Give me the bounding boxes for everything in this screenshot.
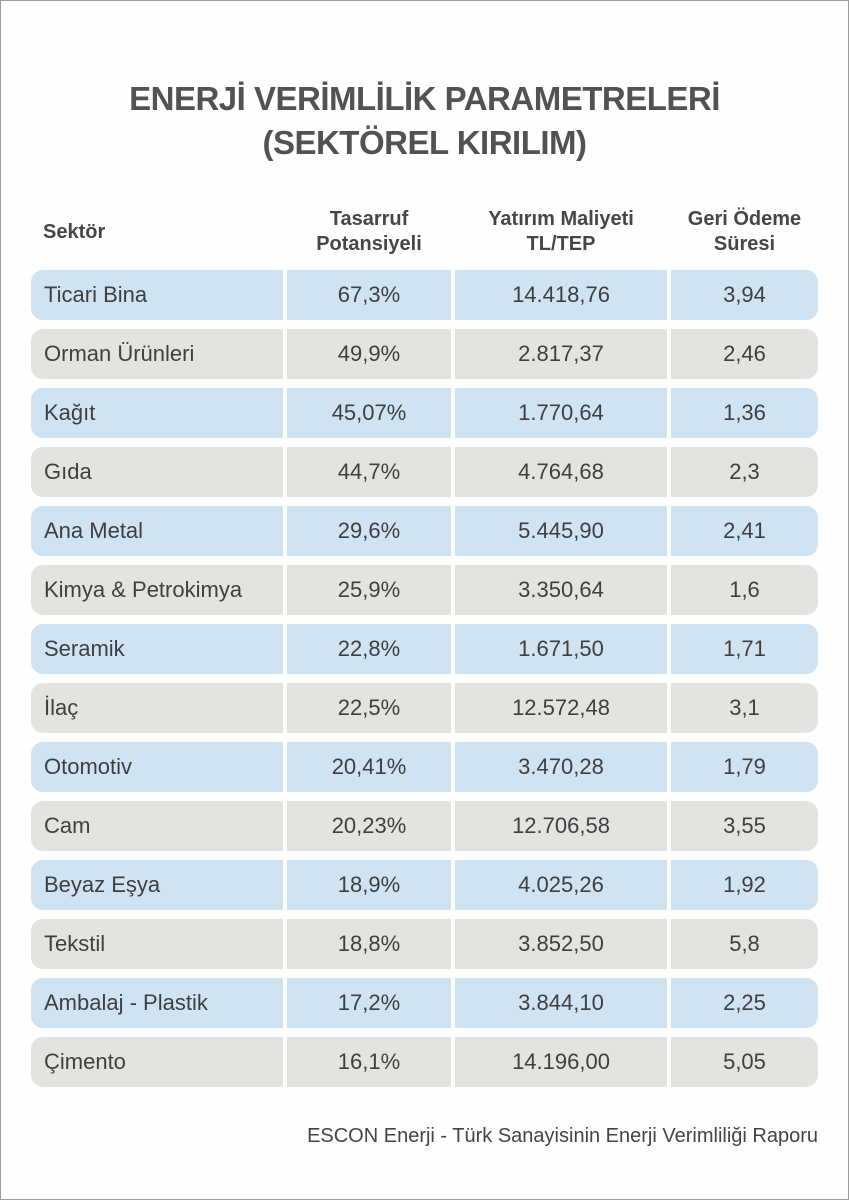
cell-cost: 14.418,76 (455, 270, 667, 320)
cell-payback: 1,92 (671, 860, 818, 910)
cell-cost: 1.671,50 (455, 624, 667, 674)
table-row: Kağıt 45,07% 1.770,64 1,36 (31, 388, 818, 438)
cell-cost: 14.196,00 (455, 1037, 667, 1087)
cell-payback: 2,25 (671, 978, 818, 1028)
cell-payback: 2,3 (671, 447, 818, 497)
table-row: Ticari Bina 67,3% 14.418,76 3,94 (31, 270, 818, 320)
cell-cost: 5.445,90 (455, 506, 667, 556)
cell-saving: 18,8% (287, 919, 451, 969)
cell-saving: 22,8% (287, 624, 451, 674)
cell-saving: 29,6% (287, 506, 451, 556)
cell-sector: Seramik (31, 624, 283, 674)
cell-saving: 49,9% (287, 329, 451, 379)
cell-sector: Ana Metal (31, 506, 283, 556)
table-row: Çimento 16,1% 14.196,00 5,05 (31, 1037, 818, 1087)
cell-payback: 5,8 (671, 919, 818, 969)
table-body: Ticari Bina 67,3% 14.418,76 3,94 Orman Ürünl… (31, 270, 818, 1087)
cell-saving: 25,9% (287, 565, 451, 615)
cell-saving: 20,41% (287, 742, 451, 792)
cell-saving: 45,07% (287, 388, 451, 438)
table-row: Otomotiv 20,41% 3.470,28 1,79 (31, 742, 818, 792)
cell-saving: 20,23% (287, 801, 451, 851)
column-header-payback: Geri Ödeme Süresi (687, 208, 802, 255)
cell-payback: 1,71 (671, 624, 818, 674)
cell-sector: Tekstil (31, 919, 283, 969)
cell-sector: Ambalaj - Plastik (31, 978, 283, 1028)
table-row: Kimya & Petrokimya 25,9% 3.350,64 1,6 (31, 565, 818, 615)
cell-cost: 1.770,64 (455, 388, 667, 438)
table-row: Seramik 22,8% 1.671,50 1,71 (31, 624, 818, 674)
cell-sector: Cam (31, 801, 283, 851)
table-row: Orman Ürünleri 49,9% 2.817,37 2,46 (31, 329, 818, 379)
cell-sector: Gıda (31, 447, 283, 497)
cell-payback: 3,55 (671, 801, 818, 851)
cell-sector: Kağıt (31, 388, 283, 438)
table-row: Ambalaj - Plastik 17,2% 3.844,10 2,25 (31, 978, 818, 1028)
cell-sector: İlaç (31, 683, 283, 733)
cell-sector: Beyaz Eşya (31, 860, 283, 910)
cell-payback: 3,94 (671, 270, 818, 320)
cell-saving: 16,1% (287, 1037, 451, 1087)
table-row: Beyaz Eşya 18,9% 4.025,26 1,92 (31, 860, 818, 910)
table-row: Ana Metal 29,6% 5.445,90 2,41 (31, 506, 818, 556)
table-row: İlaç 22,5% 12.572,48 3,1 (31, 683, 818, 733)
column-header-sector: Sektör (43, 220, 106, 243)
cell-saving: 44,7% (287, 447, 451, 497)
sector-table: Sektör Tasarruf Potansiyeli Yatırım Mali… (31, 203, 818, 1087)
cell-payback: 2,46 (671, 329, 818, 379)
cell-payback: 1,6 (671, 565, 818, 615)
page-title-line1: ENERJİ VERİMLİLİK PARAMETRELERİ (129, 80, 720, 117)
cell-payback: 3,1 (671, 683, 818, 733)
page-title: ENERJİ VERİMLİLİK PARAMETRELERİ (SEKTÖRE… (1, 77, 848, 165)
cell-saving: 17,2% (287, 978, 451, 1028)
cell-sector: Otomotiv (31, 742, 283, 792)
cell-saving: 67,3% (287, 270, 451, 320)
cell-cost: 3.844,10 (455, 978, 667, 1028)
cell-cost: 12.706,58 (455, 801, 667, 851)
cell-cost: 3.350,64 (455, 565, 667, 615)
table-header-row: Sektör Tasarruf Potansiyeli Yatırım Mali… (31, 203, 818, 261)
table-row: Cam 20,23% 12.706,58 3,55 (31, 801, 818, 851)
cell-cost: 3.470,28 (455, 742, 667, 792)
cell-payback: 2,41 (671, 506, 818, 556)
table-row: Tekstil 18,8% 3.852,50 5,8 (31, 919, 818, 969)
column-header-cost: Yatırım Maliyeti TL/TEP (488, 208, 634, 255)
cell-sector: Ticari Bina (31, 270, 283, 320)
cell-cost: 4.025,26 (455, 860, 667, 910)
cell-cost: 12.572,48 (455, 683, 667, 733)
cell-saving: 18,9% (287, 860, 451, 910)
cell-sector: Kimya & Petrokimya (31, 565, 283, 615)
cell-sector: Çimento (31, 1037, 283, 1087)
page-title-line2: (SEKTÖREL KIRILIM) (262, 124, 587, 161)
table-row: Gıda 44,7% 4.764,68 2,3 (31, 447, 818, 497)
column-header-saving: Tasarruf Potansiyeli (316, 208, 422, 255)
cell-payback: 1,79 (671, 742, 818, 792)
cell-payback: 5,05 (671, 1037, 818, 1087)
cell-cost: 4.764,68 (455, 447, 667, 497)
cell-saving: 22,5% (287, 683, 451, 733)
source-attribution: ESCON Enerji - Türk Sanayisinin Enerji V… (307, 1125, 818, 1147)
cell-sector: Orman Ürünleri (31, 329, 283, 379)
cell-cost: 2.817,37 (455, 329, 667, 379)
cell-cost: 3.852,50 (455, 919, 667, 969)
cell-payback: 1,36 (671, 388, 818, 438)
